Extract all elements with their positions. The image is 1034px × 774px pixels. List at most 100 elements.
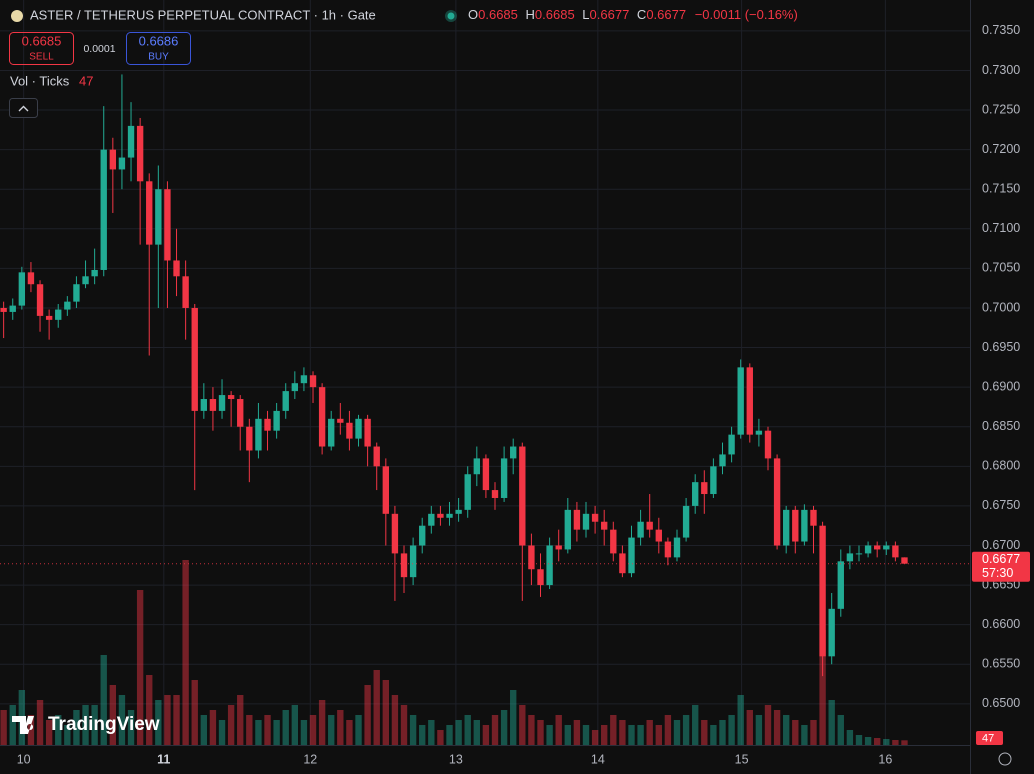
y-tick-label: 0.6550 — [982, 657, 1020, 671]
sell-price[interactable]: 0.6685 — [22, 33, 62, 48]
candle-body — [773, 458, 781, 546]
candle-body — [755, 430, 763, 435]
volume-label: Vol · Ticks — [10, 73, 70, 88]
buy-button[interactable] — [126, 32, 191, 65]
y-tick-label: 0.7200 — [982, 142, 1020, 156]
sell-label[interactable]: SELL — [29, 52, 54, 63]
candle-body — [400, 553, 408, 578]
candle-body — [892, 545, 899, 558]
candle-body — [437, 513, 444, 518]
volume-bar — [491, 715, 499, 745]
candle-body — [864, 545, 872, 554]
candle-body — [164, 189, 171, 261]
candle-body — [173, 260, 180, 277]
volume-bar — [109, 685, 117, 745]
volume-bar — [810, 720, 817, 745]
candle-body — [537, 569, 544, 586]
volume-bar — [218, 720, 226, 745]
candle-body — [692, 482, 699, 506]
volume-bar — [64, 725, 71, 745]
candle-body — [473, 458, 480, 475]
x-tick-label: 13 — [449, 752, 463, 766]
candle-body — [419, 525, 426, 546]
countdown: 57:30 — [982, 566, 1013, 580]
volume-bar — [91, 705, 98, 745]
candle-body — [837, 561, 844, 609]
buy-label[interactable]: BUY — [148, 52, 169, 63]
candle-body — [209, 399, 217, 411]
high-value: 0.6685 — [535, 7, 575, 22]
volume-bar — [100, 655, 107, 745]
candle-body — [673, 537, 681, 558]
y-tick-label: 0.6950 — [982, 340, 1020, 354]
volume-bar — [318, 700, 326, 745]
volume-bar — [273, 720, 280, 745]
volume-bar — [510, 690, 517, 745]
candle-body — [246, 426, 253, 451]
candle-body — [874, 545, 881, 550]
volume-bar — [591, 730, 599, 745]
candle-body — [45, 315, 53, 320]
y-tick-label: 0.7100 — [982, 221, 1020, 235]
volume-bar — [601, 725, 608, 745]
candle-body — [500, 458, 508, 498]
candle-body — [646, 521, 653, 530]
sell-button[interactable] — [9, 32, 74, 65]
volume-bar — [692, 705, 699, 745]
candle-body — [291, 383, 299, 392]
candle-body — [728, 434, 735, 455]
volume-bar — [728, 715, 735, 745]
candle-body — [428, 513, 435, 526]
symbol-icon — [11, 10, 23, 22]
y-tick-label: 0.6500 — [982, 696, 1020, 710]
volume-bar — [200, 715, 208, 745]
candle-body — [801, 509, 808, 542]
x-tick-label: 10 — [17, 752, 31, 766]
volume-bar — [619, 720, 626, 745]
volume-bar — [610, 715, 617, 745]
y-tick-label: 0.7150 — [982, 182, 1020, 196]
volume-bar — [737, 695, 744, 745]
volume-bar — [27, 715, 35, 745]
volume-bar — [755, 715, 763, 745]
candle-body — [482, 458, 490, 491]
open-label: O — [468, 7, 478, 22]
y-tick-label: 0.7350 — [982, 23, 1020, 37]
candle-body — [491, 490, 499, 498]
volume-bar — [828, 700, 835, 745]
volume-value: 47 — [79, 73, 93, 88]
candle-body — [528, 545, 535, 570]
last-price: 0.6677 — [982, 552, 1020, 566]
candle-body — [300, 375, 308, 384]
collapse-button[interactable] — [9, 98, 38, 118]
candle-body — [9, 305, 16, 312]
candle-body — [901, 557, 908, 564]
volume-bar — [0, 710, 7, 745]
volume-bar — [655, 725, 662, 745]
volume-bar — [473, 720, 480, 745]
volume-bar — [864, 737, 872, 745]
volume-bar — [783, 715, 790, 745]
candle-body — [109, 149, 117, 170]
volume-bar — [464, 715, 471, 745]
candle-body — [91, 269, 98, 277]
candle-body — [446, 513, 453, 518]
candle-body — [883, 545, 890, 550]
candle-body — [255, 418, 262, 451]
ohlc-legend: O0.6685 H0.6685 L0.6677 C0.6677 −0.0011 … — [468, 7, 798, 22]
candle-body — [710, 466, 717, 495]
y-tick-label: 0.6600 — [982, 617, 1020, 631]
volume-bar — [136, 590, 144, 745]
collapse-icon[interactable] — [18, 105, 29, 112]
high-label: H — [526, 7, 535, 22]
volume-bar — [537, 720, 544, 745]
buy-price[interactable]: 0.6686 — [139, 33, 179, 48]
candle-body — [191, 307, 198, 411]
candle-body — [218, 395, 226, 411]
settings-icon[interactable] — [998, 752, 1012, 766]
volume-bar — [328, 715, 335, 745]
candle-body — [601, 521, 608, 530]
volume-bar — [373, 670, 380, 745]
candle-body — [382, 466, 390, 514]
